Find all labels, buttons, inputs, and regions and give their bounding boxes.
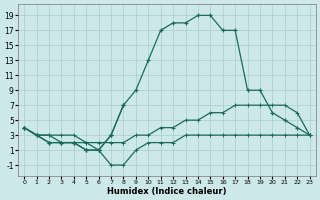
X-axis label: Humidex (Indice chaleur): Humidex (Indice chaleur) [107,187,227,196]
